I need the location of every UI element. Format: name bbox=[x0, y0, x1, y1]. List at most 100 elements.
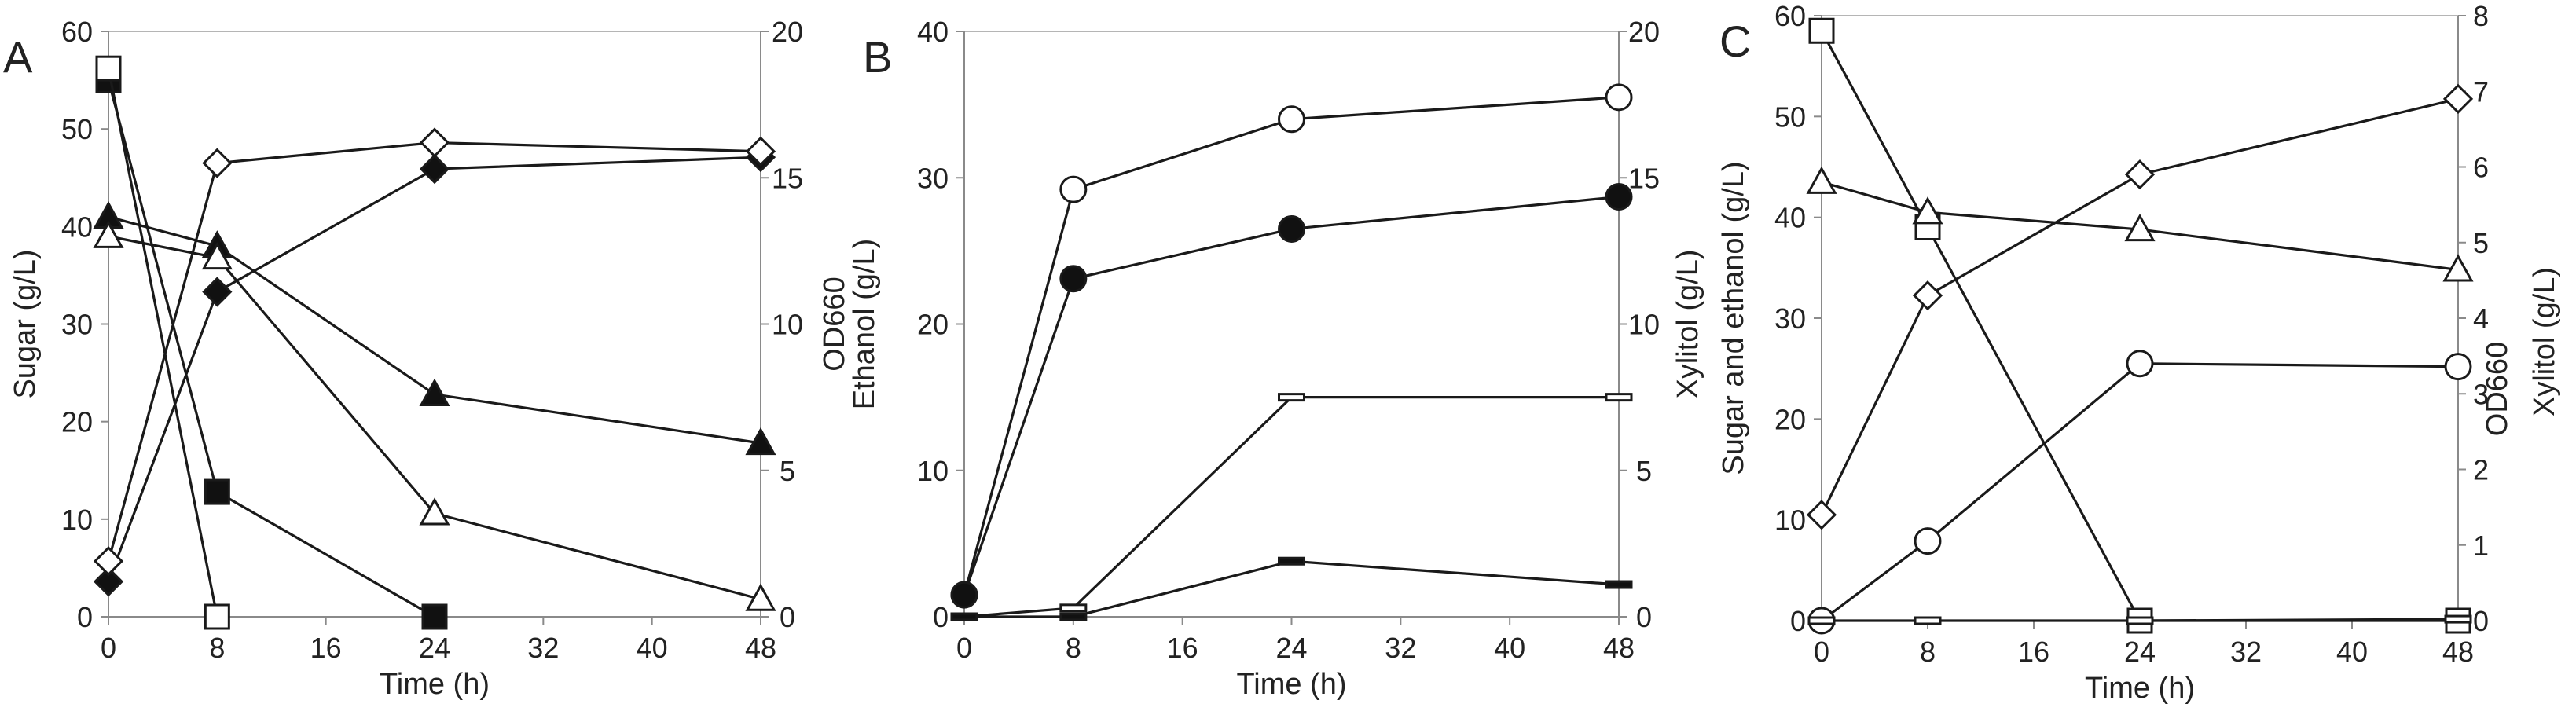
y-right-tick-label: 15 bbox=[1628, 162, 1660, 194]
series-line bbox=[1821, 362, 2459, 622]
y-left-tick-label: 20 bbox=[917, 309, 949, 341]
series-line bbox=[1822, 618, 2459, 622]
data-point bbox=[1914, 616, 1942, 625]
y-left-tick-label: 20 bbox=[1774, 403, 1806, 435]
x-tick-label: 0 bbox=[101, 632, 116, 664]
y-right-tick-label: 7 bbox=[2473, 75, 2489, 108]
y-right-tick-label: 10 bbox=[1628, 309, 1660, 341]
y-left-axis-label: Sugar and ethanol (g/L) bbox=[1717, 161, 1750, 475]
x-tick-label: 24 bbox=[1275, 632, 1307, 664]
y-left-tick-label: 50 bbox=[61, 113, 93, 145]
x-tick-label: 24 bbox=[419, 632, 450, 664]
y-right-axis-label-2: Xylitol (g/L) bbox=[2528, 267, 2561, 416]
y-left-tick-label: 60 bbox=[61, 16, 93, 48]
y-left-tick-label: 30 bbox=[1774, 302, 1806, 335]
y-left-tick-label: 10 bbox=[61, 504, 93, 536]
data-point bbox=[2444, 614, 2472, 624]
x-axis-label: Time (h) bbox=[380, 668, 490, 701]
series-line bbox=[1821, 181, 2459, 271]
x-tick-label: 0 bbox=[956, 632, 972, 664]
data-point bbox=[1808, 17, 1835, 44]
data-point bbox=[2442, 254, 2474, 282]
x-tick-label: 24 bbox=[2124, 636, 2156, 668]
y-right-tick-label: 0 bbox=[780, 601, 795, 633]
series-line bbox=[1820, 30, 2458, 622]
y-left-axis-label: Sugar (g/L) bbox=[9, 249, 42, 398]
series-line bbox=[107, 79, 435, 618]
data-point bbox=[1278, 105, 1305, 134]
y-right-axis-label: OD660 bbox=[2481, 342, 2514, 436]
data-point bbox=[1605, 83, 1633, 112]
data-point bbox=[1912, 280, 1943, 311]
y-right-tick-label: 0 bbox=[2473, 605, 2489, 637]
data-point bbox=[1059, 265, 1088, 293]
y-right-tick-label: 0 bbox=[1636, 601, 1652, 633]
y-right-tick-label: 3 bbox=[2473, 378, 2489, 410]
data-point bbox=[2126, 616, 2154, 625]
data-point bbox=[745, 136, 776, 167]
data-point bbox=[1278, 556, 1305, 566]
data-point bbox=[201, 241, 233, 270]
data-point bbox=[1806, 166, 1837, 194]
data-point bbox=[1807, 616, 1836, 625]
y-left-tick-label: 60 bbox=[1774, 0, 1806, 32]
y-left-tick-label: 10 bbox=[1774, 504, 1806, 537]
x-tick-label: 16 bbox=[2018, 636, 2049, 668]
y-right-axis-label: Xylitol (g/L) bbox=[1671, 249, 1704, 398]
data-point bbox=[202, 277, 233, 307]
data-point bbox=[950, 581, 978, 609]
y-right-tick-label: 8 bbox=[2473, 0, 2489, 32]
x-tick-label: 8 bbox=[209, 632, 225, 664]
y-left-tick-label: 40 bbox=[917, 16, 949, 48]
panel-letter: B bbox=[863, 32, 892, 82]
data-point bbox=[745, 427, 776, 456]
data-point bbox=[1278, 214, 1305, 243]
y-right-tick-label: 20 bbox=[772, 16, 803, 48]
x-axis-label: Time (h) bbox=[2085, 672, 2195, 705]
x-tick-label: 40 bbox=[637, 632, 668, 664]
data-point bbox=[1605, 393, 1633, 402]
data-point bbox=[2126, 350, 2154, 378]
data-point bbox=[95, 55, 122, 82]
data-point bbox=[1912, 196, 1943, 225]
data-point bbox=[745, 583, 776, 611]
data-point bbox=[1059, 612, 1088, 621]
data-point bbox=[1278, 393, 1305, 402]
data-point bbox=[1059, 603, 1088, 613]
data-point bbox=[93, 220, 124, 248]
data-point bbox=[419, 378, 450, 406]
y-right-tick-label: 10 bbox=[772, 309, 803, 341]
series-line bbox=[107, 156, 761, 582]
x-tick-label: 16 bbox=[1167, 632, 1198, 664]
y-right-tick-label: 5 bbox=[1636, 455, 1652, 487]
data-point bbox=[1806, 500, 1837, 530]
data-point bbox=[2124, 213, 2156, 242]
data-point bbox=[1914, 527, 1942, 555]
series-line bbox=[108, 215, 761, 445]
x-axis-label: Time (h) bbox=[1236, 668, 1346, 701]
y-right-tick-label: 15 bbox=[772, 162, 803, 194]
x-tick-label: 48 bbox=[1603, 632, 1635, 664]
y-left-tick-label: 50 bbox=[1774, 101, 1806, 133]
x-tick-label: 32 bbox=[1385, 632, 1416, 664]
data-point bbox=[419, 127, 450, 158]
x-tick-label: 48 bbox=[745, 632, 776, 664]
y-left-tick-label: 40 bbox=[1774, 202, 1806, 234]
x-tick-label: 48 bbox=[2442, 636, 2474, 668]
series-line bbox=[108, 235, 761, 601]
series-line bbox=[107, 141, 761, 562]
data-point bbox=[419, 497, 450, 526]
data-point bbox=[1605, 580, 1633, 589]
series-line bbox=[963, 195, 1620, 596]
y-right-tick-label: 1 bbox=[2473, 530, 2489, 562]
series-line bbox=[1820, 97, 2459, 515]
data-point bbox=[204, 478, 230, 505]
y-right-tick-label: 20 bbox=[1628, 16, 1660, 48]
y-left-tick-label: 0 bbox=[77, 601, 93, 633]
data-point bbox=[2442, 83, 2474, 114]
y-right-axis-label: OD660 bbox=[818, 277, 851, 371]
panel-letter: A bbox=[3, 32, 33, 82]
